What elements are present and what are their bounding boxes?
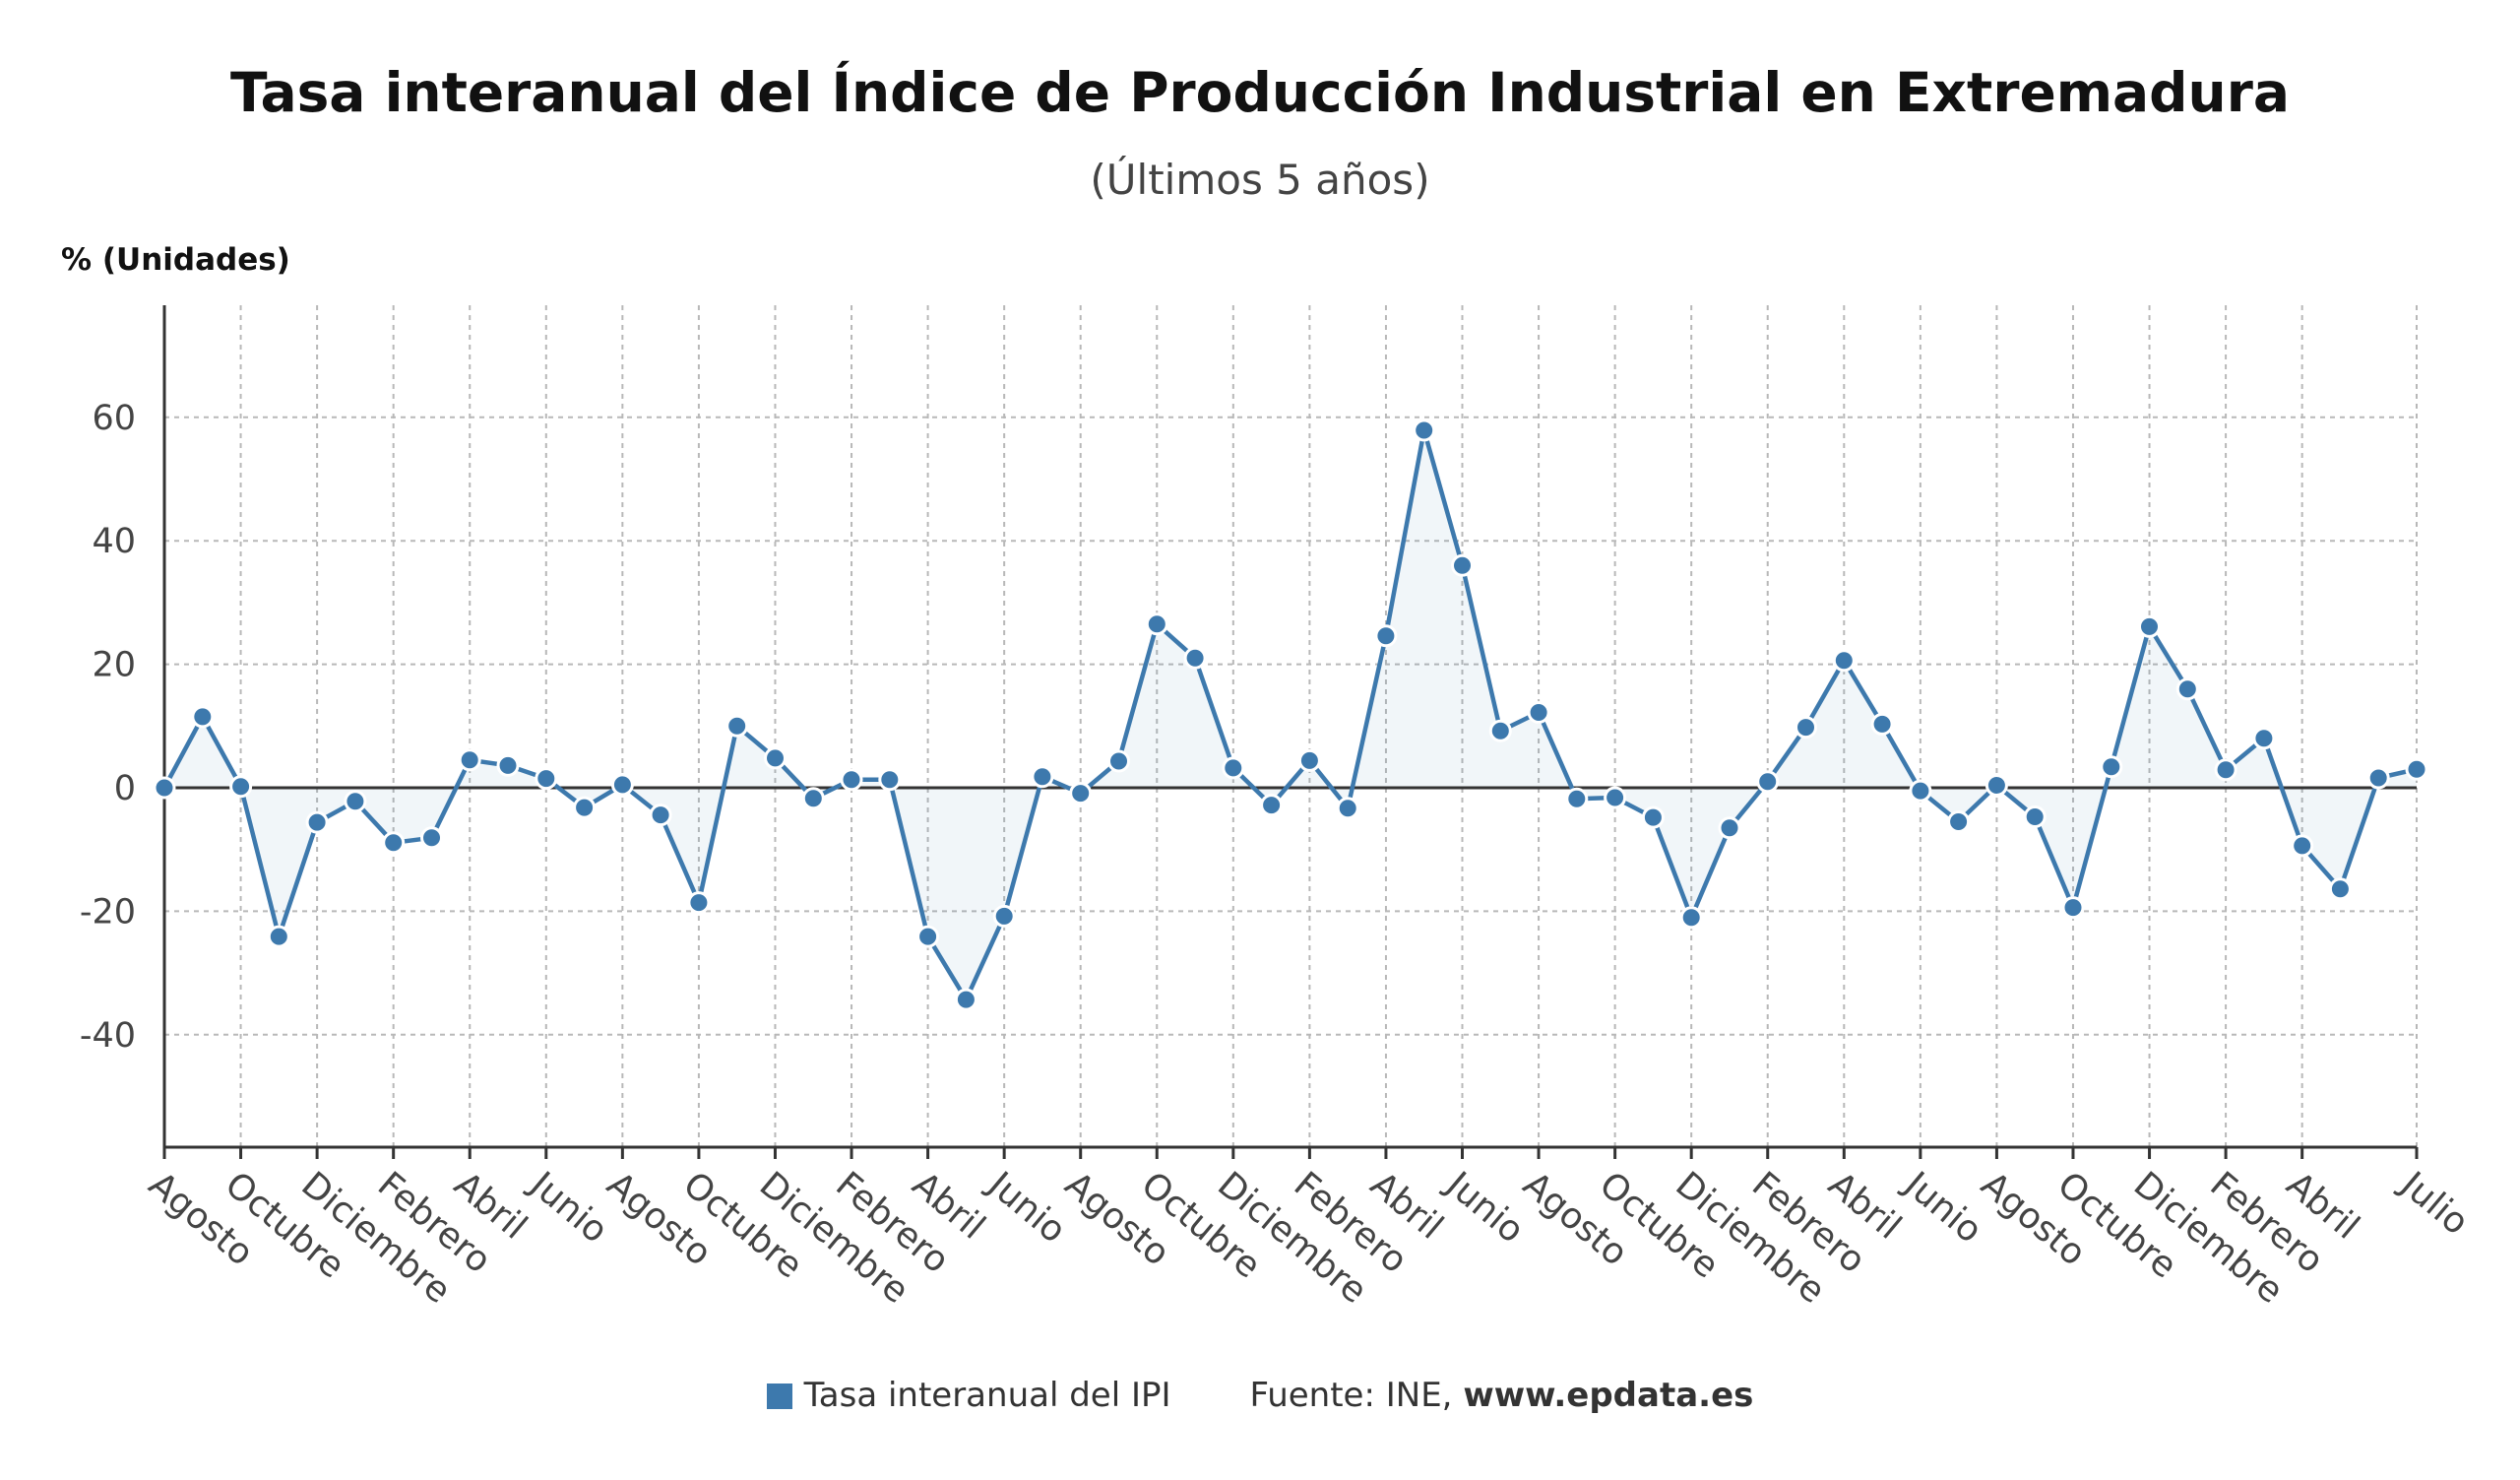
data-point — [2100, 755, 2123, 779]
data-point — [458, 748, 481, 772]
x-tick-label: Junio — [1896, 1163, 1990, 1251]
data-point — [1947, 810, 1971, 833]
data-point — [382, 831, 406, 855]
data-point — [2252, 727, 2276, 750]
chart-subtitle: (Últimos 5 años) — [1090, 156, 1430, 204]
legend-series-label: Tasa interanual del IPI — [803, 1376, 1171, 1415]
data-point — [1909, 779, 1932, 803]
data-point — [1374, 624, 1398, 648]
data-point — [1527, 701, 1550, 724]
data-point — [1031, 765, 1054, 789]
data-point — [649, 804, 672, 827]
data-point — [1604, 786, 1627, 809]
data-point — [420, 826, 443, 850]
data-point — [1069, 782, 1093, 805]
data-point — [1565, 787, 1589, 810]
data-point — [2214, 758, 2237, 782]
data-point — [573, 796, 597, 819]
x-tick-labels: AgostoOctubreDiciembreFebreroAbrilJunioA… — [141, 1163, 2476, 1312]
y-tick-label: -20 — [80, 892, 136, 932]
data-point — [1870, 712, 1894, 736]
data-point — [191, 705, 215, 729]
data-point — [2328, 877, 2352, 901]
data-point — [2175, 677, 2199, 701]
data-point — [1641, 805, 1665, 829]
data-point — [1260, 794, 1284, 817]
data-point — [764, 746, 787, 770]
data-point — [2366, 766, 2390, 790]
data-point — [1183, 646, 1207, 670]
data-point — [1297, 748, 1321, 772]
y-tick-label: -40 — [80, 1016, 136, 1056]
data-point — [1107, 749, 1130, 773]
data-point — [1679, 906, 1703, 930]
y-tick-label: 20 — [92, 646, 136, 685]
axes — [162, 305, 2419, 1159]
data-point — [2061, 896, 2085, 920]
chart-title: Tasa interanual del Índice de Producción… — [230, 61, 2290, 124]
y-tick-label: 60 — [92, 399, 136, 438]
x-tick-label: Junio — [979, 1163, 1074, 1251]
grid-lines — [164, 305, 2418, 1147]
data-point — [2023, 805, 2047, 828]
data-point — [1795, 716, 1817, 740]
data-point — [2291, 834, 2314, 858]
data-point — [992, 904, 1016, 928]
data-point — [153, 776, 176, 800]
x-tick-label: Julio — [2392, 1163, 2477, 1243]
legend-swatch — [766, 1383, 792, 1409]
data-point — [1336, 797, 1359, 820]
data-point — [1451, 553, 1474, 577]
data-point — [2405, 757, 2428, 781]
x-tick-label: Junio — [521, 1163, 615, 1251]
source-prefix: Fuente: INE, — [1249, 1376, 1464, 1415]
data-point — [1718, 816, 1741, 840]
data-point — [801, 787, 825, 810]
legend: Tasa interanual del IPI Fuente: INE, www.… — [0, 1376, 2520, 1415]
y-tick-label: 0 — [114, 769, 136, 808]
data-point — [687, 891, 711, 915]
data-point — [305, 810, 329, 834]
data-point — [878, 768, 902, 792]
data-point — [1413, 418, 1436, 442]
data-point — [725, 714, 749, 738]
data-point — [1222, 756, 1245, 780]
data-point — [1832, 649, 1856, 673]
data-point — [610, 773, 634, 797]
data-point — [1984, 774, 2008, 797]
data-point — [344, 790, 367, 813]
data-point — [916, 925, 940, 948]
data-point — [535, 767, 558, 791]
y-tick-label: 40 — [92, 522, 136, 561]
y-tick-labels: 60 40 20 0 -20 -40 — [80, 399, 136, 1056]
data-point — [1756, 770, 1780, 794]
source-site: www.epdata.es — [1463, 1376, 1754, 1415]
data-point — [496, 753, 520, 777]
data-point — [267, 925, 290, 948]
x-tick-label: Junio — [1437, 1163, 1532, 1251]
data-point — [1488, 719, 1512, 742]
data-point — [229, 775, 253, 799]
series-points — [153, 418, 2428, 1011]
data-point — [840, 768, 863, 792]
y-axis-unit-label: % (Unidades) — [61, 242, 290, 278]
data-point — [2138, 614, 2161, 638]
data-point — [1145, 612, 1168, 636]
data-point — [954, 988, 977, 1011]
